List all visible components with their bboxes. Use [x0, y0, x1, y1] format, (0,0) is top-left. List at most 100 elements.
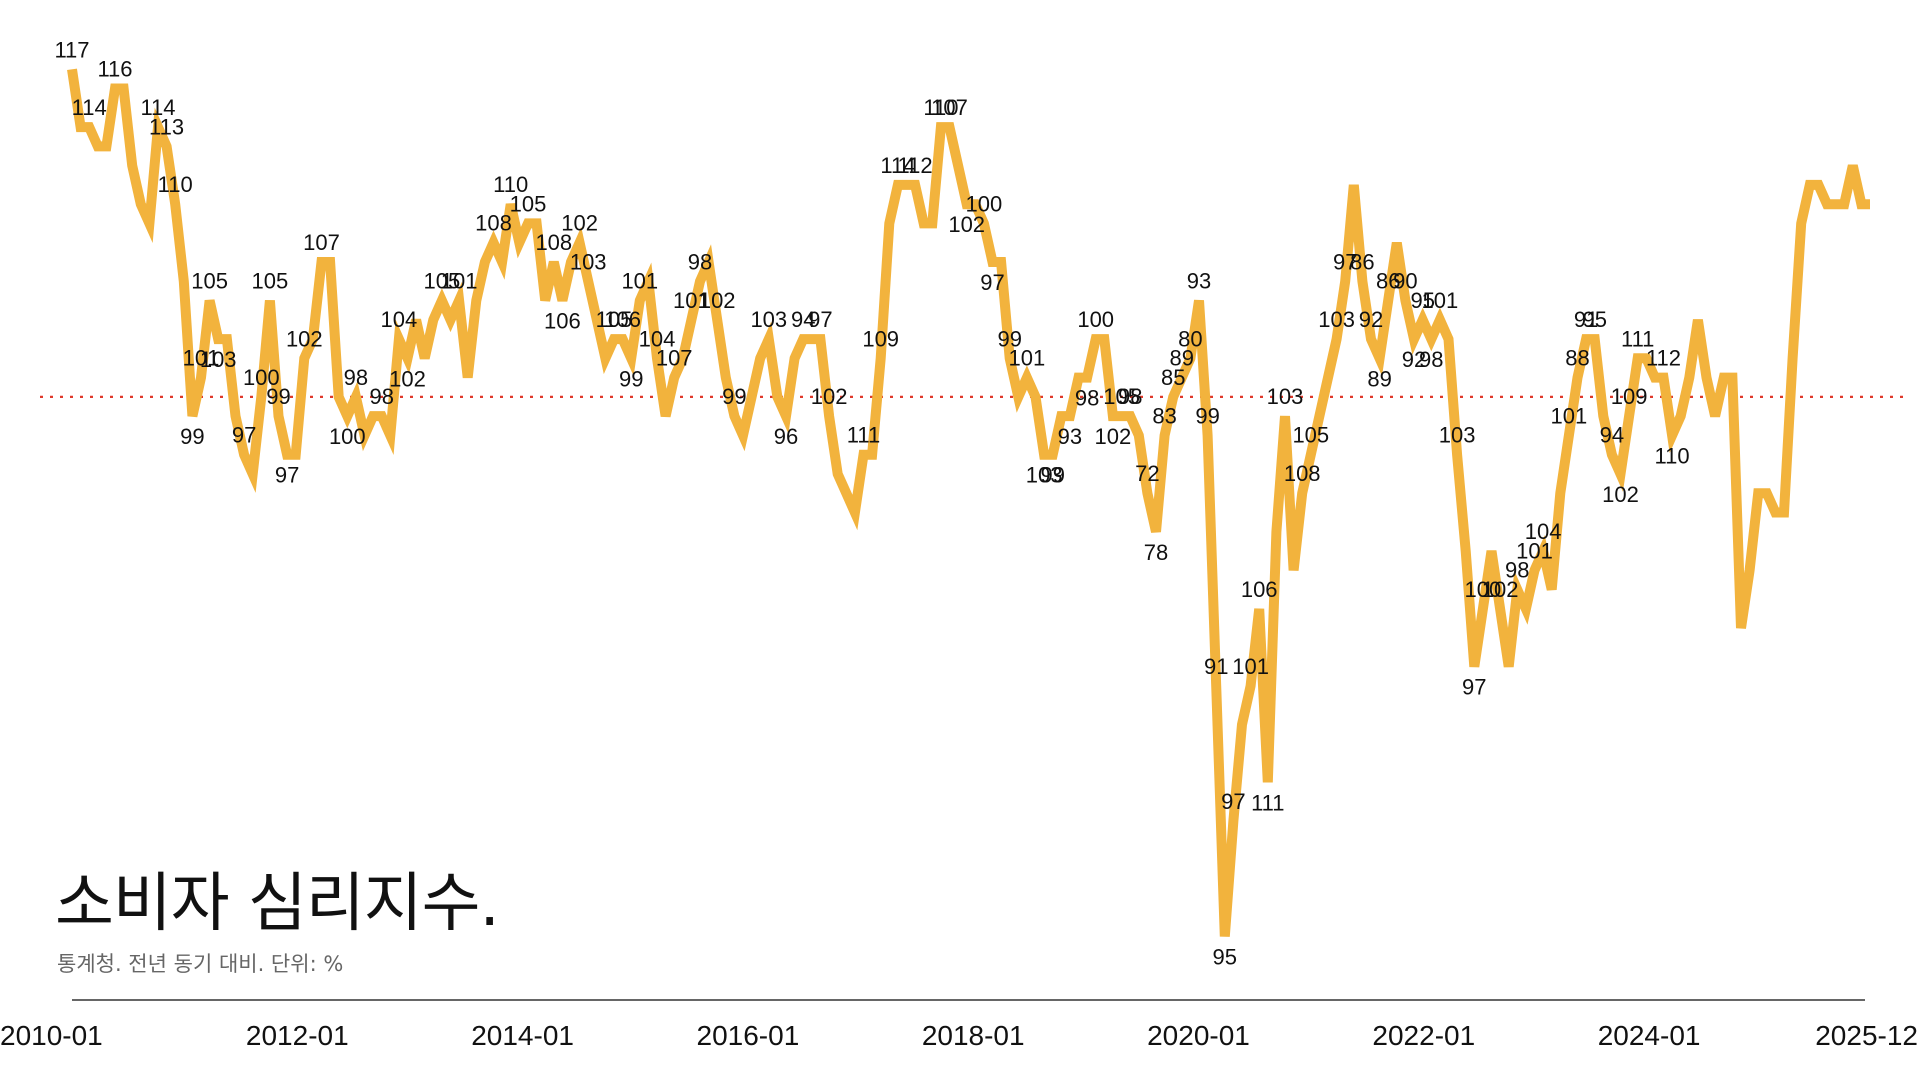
data-label: 101: [673, 288, 710, 313]
x-tick-label: 2010-01: [0, 1020, 103, 1051]
data-label: 100: [966, 191, 1003, 216]
data-label: 101: [621, 269, 658, 294]
data-label: 108: [535, 230, 572, 255]
data-label: 88: [1565, 346, 1589, 371]
chart-title: 소비자 심리지수.: [55, 867, 500, 941]
data-label: 103: [1439, 423, 1476, 448]
data-label: 98: [344, 365, 368, 390]
data-label: 99: [266, 384, 290, 409]
data-label: 117: [54, 37, 89, 62]
data-label: 99: [997, 326, 1021, 351]
series-line: [67, 68, 1870, 937]
data-label: 89: [1170, 346, 1194, 371]
data-label: 96: [774, 424, 798, 449]
data-label: 99: [1195, 403, 1219, 428]
data-label: 90: [1393, 269, 1417, 294]
data-label: 101: [1232, 654, 1269, 679]
x-tick-label: 2020-01: [1147, 1020, 1250, 1051]
data-label: 105: [1103, 384, 1140, 409]
data-label: 101: [1422, 288, 1459, 313]
data-label: 113: [149, 114, 184, 139]
data-label: 100: [1465, 577, 1502, 602]
data-label: 97: [232, 423, 256, 448]
data-label: 103: [750, 307, 787, 332]
data-label: 92: [1402, 347, 1426, 372]
data-label: 105: [596, 307, 633, 332]
data-label: 105: [424, 269, 461, 294]
data-label: 104: [639, 326, 676, 351]
data-label: 102: [811, 384, 848, 409]
data-label: 91: [1204, 654, 1228, 679]
data-label: 97: [1221, 789, 1245, 814]
data-label: 106: [604, 307, 641, 332]
data-label: 114: [880, 153, 915, 178]
data-label: 107: [656, 346, 693, 371]
data-label: 101: [1009, 346, 1046, 371]
data-label: 107: [931, 95, 968, 120]
x-tick-label: 2024-01: [1598, 1020, 1701, 1051]
x-tick-label: 2025-12: [1815, 1020, 1918, 1051]
data-label: 94: [791, 307, 815, 332]
data-label: 101: [1516, 538, 1553, 563]
data-label: 111: [1251, 790, 1284, 815]
data-label: 114: [140, 95, 175, 120]
data-label: 107: [303, 230, 340, 255]
data-label: 102: [1095, 424, 1132, 449]
data-label: 83: [1152, 403, 1176, 428]
x-tick-label: 2012-01: [246, 1020, 349, 1051]
data-label: 95: [1410, 288, 1434, 313]
data-label: 102: [948, 212, 985, 237]
data-label: 98: [1118, 384, 1142, 409]
x-tick-label: 2014-01: [471, 1020, 574, 1051]
data-label: 102: [561, 211, 598, 236]
data-label: 98: [369, 384, 393, 409]
data-label: 108: [475, 211, 512, 236]
data-label: 98: [1419, 347, 1443, 372]
data-label: 111: [847, 423, 880, 448]
data-label: 105: [1292, 423, 1329, 448]
data-label: 86: [1376, 269, 1400, 294]
data-label: 112: [898, 153, 933, 178]
data-label: 106: [1241, 577, 1278, 602]
chart-subtitle: 통계청. 전년 동기 대비. 단위: %: [57, 952, 344, 976]
data-label: 97: [808, 307, 832, 332]
data-label: 102: [1482, 577, 1519, 602]
data-label: 104: [381, 307, 418, 332]
data-label: 94: [1600, 423, 1624, 448]
data-label: 99: [180, 424, 204, 449]
data-label: 95: [1213, 945, 1237, 970]
data-label: 78: [1144, 540, 1168, 565]
data-label: 108: [1284, 461, 1321, 486]
data-label: 98: [1505, 558, 1529, 583]
data-label: 97: [275, 463, 299, 488]
data-label: 110: [923, 95, 958, 120]
data-label: 98: [1075, 386, 1099, 411]
x-tick-label: 2016-01: [697, 1020, 800, 1051]
data-label: 92: [1359, 307, 1383, 332]
data-label: 98: [688, 249, 712, 274]
data-label: 116: [97, 57, 132, 82]
data-label: 103: [1318, 307, 1355, 332]
data-label: 109: [1611, 384, 1648, 409]
data-label: 110: [158, 172, 193, 197]
data-label: 72: [1135, 461, 1159, 486]
data-labels: 1171141161141131109910110510397100105999…: [54, 37, 1689, 969]
data-label: 102: [389, 366, 426, 391]
data-label: 105: [510, 191, 547, 216]
data-label: 105: [191, 269, 228, 294]
data-label: 93: [1058, 424, 1082, 449]
data-label: 106: [544, 309, 581, 334]
data-label: 111: [1621, 326, 1654, 351]
data-label: 99: [722, 384, 746, 409]
data-label: 110: [1655, 443, 1690, 468]
data-label: 101: [183, 346, 220, 371]
data-label: 102: [1602, 482, 1639, 507]
data-label: 112: [1646, 346, 1681, 371]
data-label: 97: [1333, 249, 1357, 274]
data-label: 80: [1178, 326, 1202, 351]
x-tick-label: 2018-01: [922, 1020, 1025, 1051]
data-label: 102: [699, 288, 736, 313]
data-label: 89: [1367, 366, 1391, 391]
data-label: 100: [243, 365, 280, 390]
